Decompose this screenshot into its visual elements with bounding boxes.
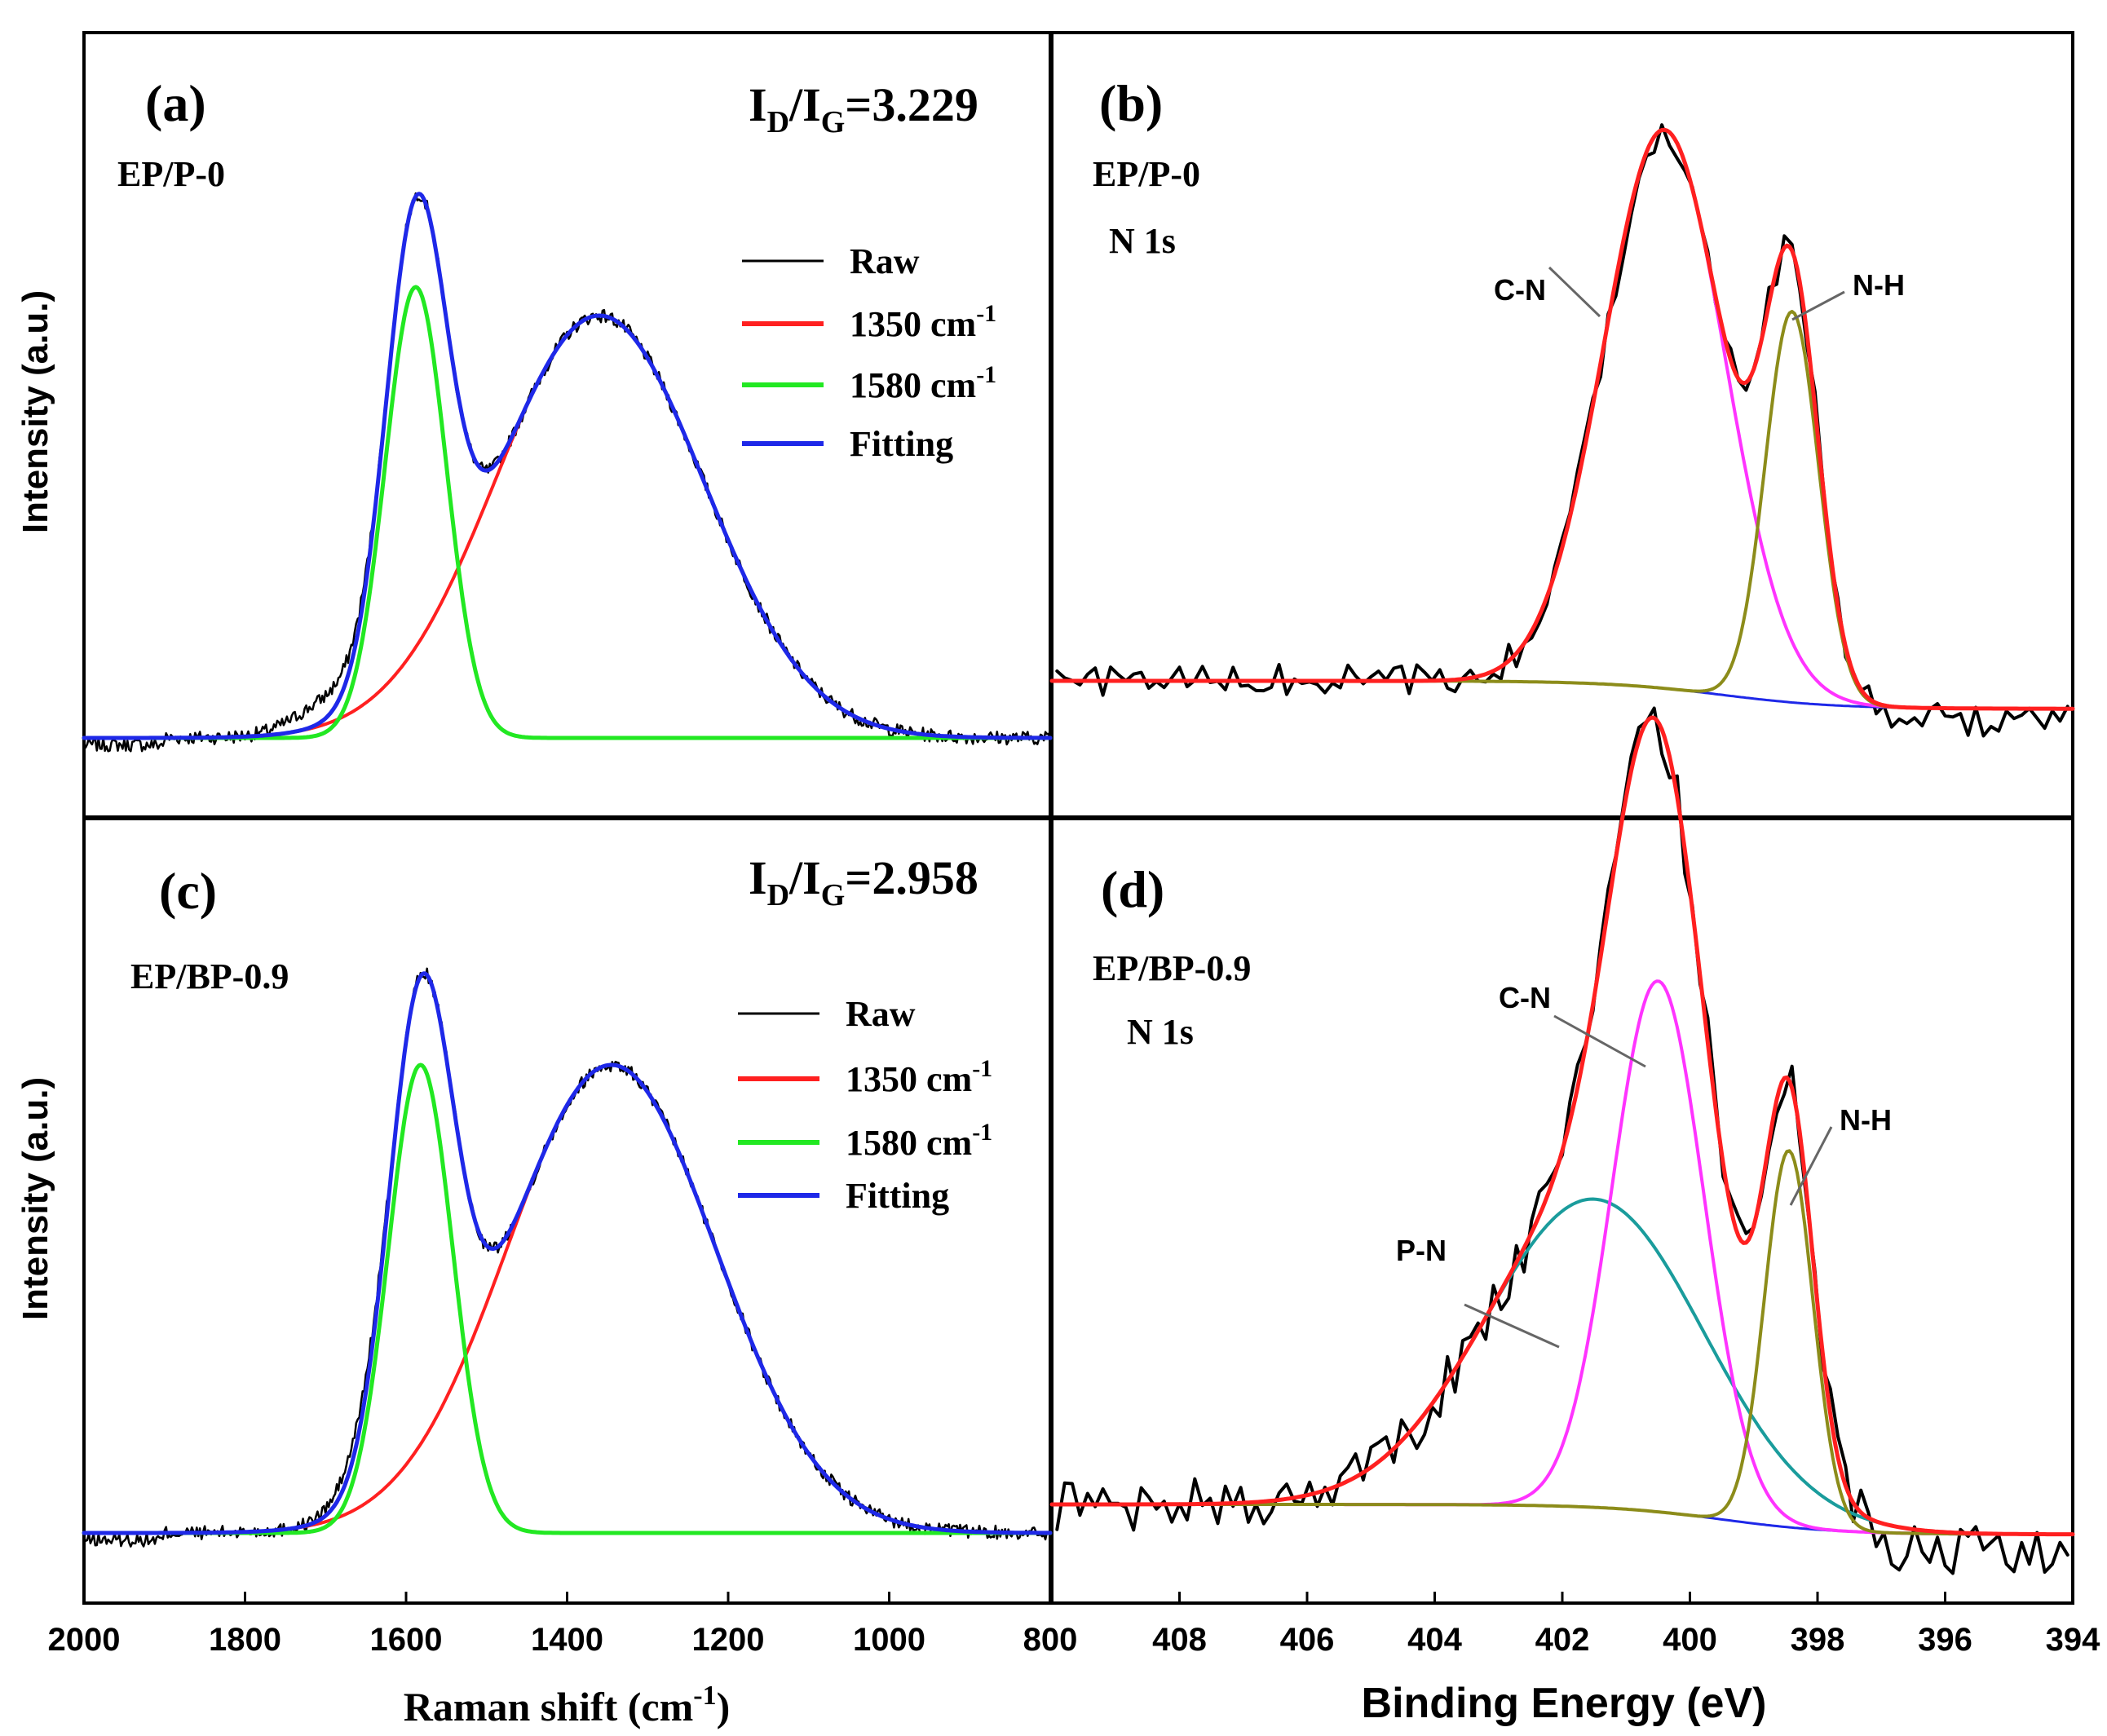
panel-d-pn-arrow bbox=[1464, 1303, 1560, 1349]
panel-a-label: (a) bbox=[145, 74, 206, 132]
legend-a-1350-label: 1350 cm-1 bbox=[850, 300, 996, 344]
x-tick-label: 408 bbox=[1152, 1622, 1207, 1658]
panel-b-curves bbox=[1049, 123, 2075, 738]
panel-d-spectrum: N 1s bbox=[1127, 1012, 1194, 1052]
legend-a-fitting-label: Fitting bbox=[850, 424, 953, 464]
panel-a: (a) EP/P-0 ID/IG=3.229 Raw 1350 cm-1 158… bbox=[15, 74, 1053, 753]
nh-peak-curve bbox=[1050, 1149, 2074, 1536]
g-band-curve bbox=[82, 285, 1053, 740]
x-tick-label: 800 bbox=[1023, 1622, 1078, 1658]
panel-c: (c) EP/BP-0.9 ID/IG=2.958 Raw 1350 cm-1 … bbox=[15, 851, 1077, 1729]
panel-d-cn-arrow bbox=[1553, 1014, 1646, 1068]
cn-peak-curve bbox=[1050, 979, 2074, 1536]
x-tick-label: 396 bbox=[1918, 1622, 1972, 1658]
x-tick-label: 1200 bbox=[692, 1622, 765, 1658]
panel-b-cn-label: C-N bbox=[1494, 273, 1546, 307]
legend-c-1580-label: 1580 cm-1 bbox=[846, 1119, 992, 1163]
legend-c-fitting-label: Fitting bbox=[846, 1176, 949, 1216]
panel-d-cn-label: C-N bbox=[1499, 981, 1551, 1014]
legend-c-raw-label: Raw bbox=[846, 994, 916, 1034]
panel-b-spectrum: N 1s bbox=[1109, 221, 1176, 261]
panel-b-cn-arrow bbox=[1548, 266, 1601, 318]
panel-c-xticks: 2000 1800 1600 1400 1200 1000 800 bbox=[48, 1592, 1078, 1658]
raw-curve bbox=[82, 967, 1052, 1548]
panel-a-legend: Raw 1350 cm-1 1580 cm-1 Fitting bbox=[742, 241, 996, 464]
cn-peak-curve bbox=[1050, 128, 2074, 711]
legend-c-1350-label: 1350 cm-1 bbox=[846, 1055, 992, 1099]
panel-a-curves bbox=[82, 192, 1053, 753]
x-tick-label: 394 bbox=[2046, 1622, 2100, 1658]
background-curve bbox=[1050, 679, 2074, 710]
panel-c-ylabel: Intensity (a.u.) bbox=[15, 1077, 55, 1320]
x-tick-label: 1800 bbox=[209, 1622, 281, 1658]
panel-c-ratio: ID/IG=2.958 bbox=[749, 851, 978, 912]
panel-b-nh-label: N-H bbox=[1853, 268, 1905, 302]
fitting-curve bbox=[82, 192, 1053, 740]
x-tick-label: 400 bbox=[1663, 1622, 1717, 1658]
panel-d-xticks: 408 406 404 402 400 398 396 394 bbox=[1152, 1592, 2100, 1658]
x-tick-label: 1400 bbox=[531, 1622, 603, 1658]
panel-d-label: (d) bbox=[1101, 860, 1164, 918]
x-tick-label: 1600 bbox=[370, 1622, 443, 1658]
legend-a-raw-label: Raw bbox=[850, 241, 920, 281]
nh-peak-curve bbox=[1050, 310, 2074, 711]
pn-peak-curve bbox=[1050, 1197, 2074, 1536]
panel-d-xlabel: Binding Energy (eV) bbox=[1362, 1680, 1767, 1727]
x-tick-label: 2000 bbox=[48, 1622, 121, 1658]
x-tick-label: 398 bbox=[1791, 1622, 1845, 1658]
panel-d-nh-label: N-H bbox=[1840, 1103, 1892, 1137]
panel-d-sample: EP/BP-0.9 bbox=[1093, 948, 1251, 988]
panel-b-nh-arrow bbox=[1791, 290, 1845, 321]
panel-c-label: (c) bbox=[159, 862, 217, 920]
legend-a-1580-label: 1580 cm-1 bbox=[850, 361, 996, 405]
fitting-curve bbox=[82, 971, 1053, 1535]
panel-c-legend: Raw 1350 cm-1 1580 cm-1 Fitting bbox=[738, 994, 992, 1216]
envelope-curve bbox=[1049, 715, 2075, 1537]
panel-a-sample: EP/P-0 bbox=[117, 154, 225, 194]
panel-d-nh-arrow bbox=[1789, 1126, 1833, 1206]
panel-b-sample: EP/P-0 bbox=[1093, 154, 1200, 194]
panel-c-curves bbox=[82, 967, 1053, 1548]
panel-b: (b) EP/P-0 N 1s C-N N-H bbox=[1049, 74, 2075, 738]
x-tick-label: 404 bbox=[1407, 1622, 1462, 1658]
envelope-curve bbox=[1049, 127, 2075, 711]
panel-a-ylabel: Intensity (a.u.) bbox=[15, 290, 55, 533]
panel-b-label: (b) bbox=[1099, 74, 1163, 132]
panel-b-frame bbox=[1050, 31, 2074, 819]
raw-curve bbox=[1055, 123, 2069, 738]
panel-d: (d) EP/BP-0.9 N 1s C-N N-H P-N 408 406 404… bbox=[1049, 706, 2100, 1727]
x-tick-label: 406 bbox=[1280, 1622, 1335, 1658]
panel-d-pn-label: P-N bbox=[1396, 1234, 1447, 1267]
x-tick-label: 402 bbox=[1535, 1622, 1590, 1658]
panel-a-ratio: ID/IG=3.229 bbox=[749, 78, 978, 139]
panel-d-curves bbox=[1049, 706, 2075, 1575]
x-tick-label: 1000 bbox=[853, 1622, 925, 1658]
panel-c-xlabel: Raman shift (cm-1) bbox=[404, 1681, 731, 1729]
panel-c-sample: EP/BP-0.9 bbox=[130, 956, 289, 996]
